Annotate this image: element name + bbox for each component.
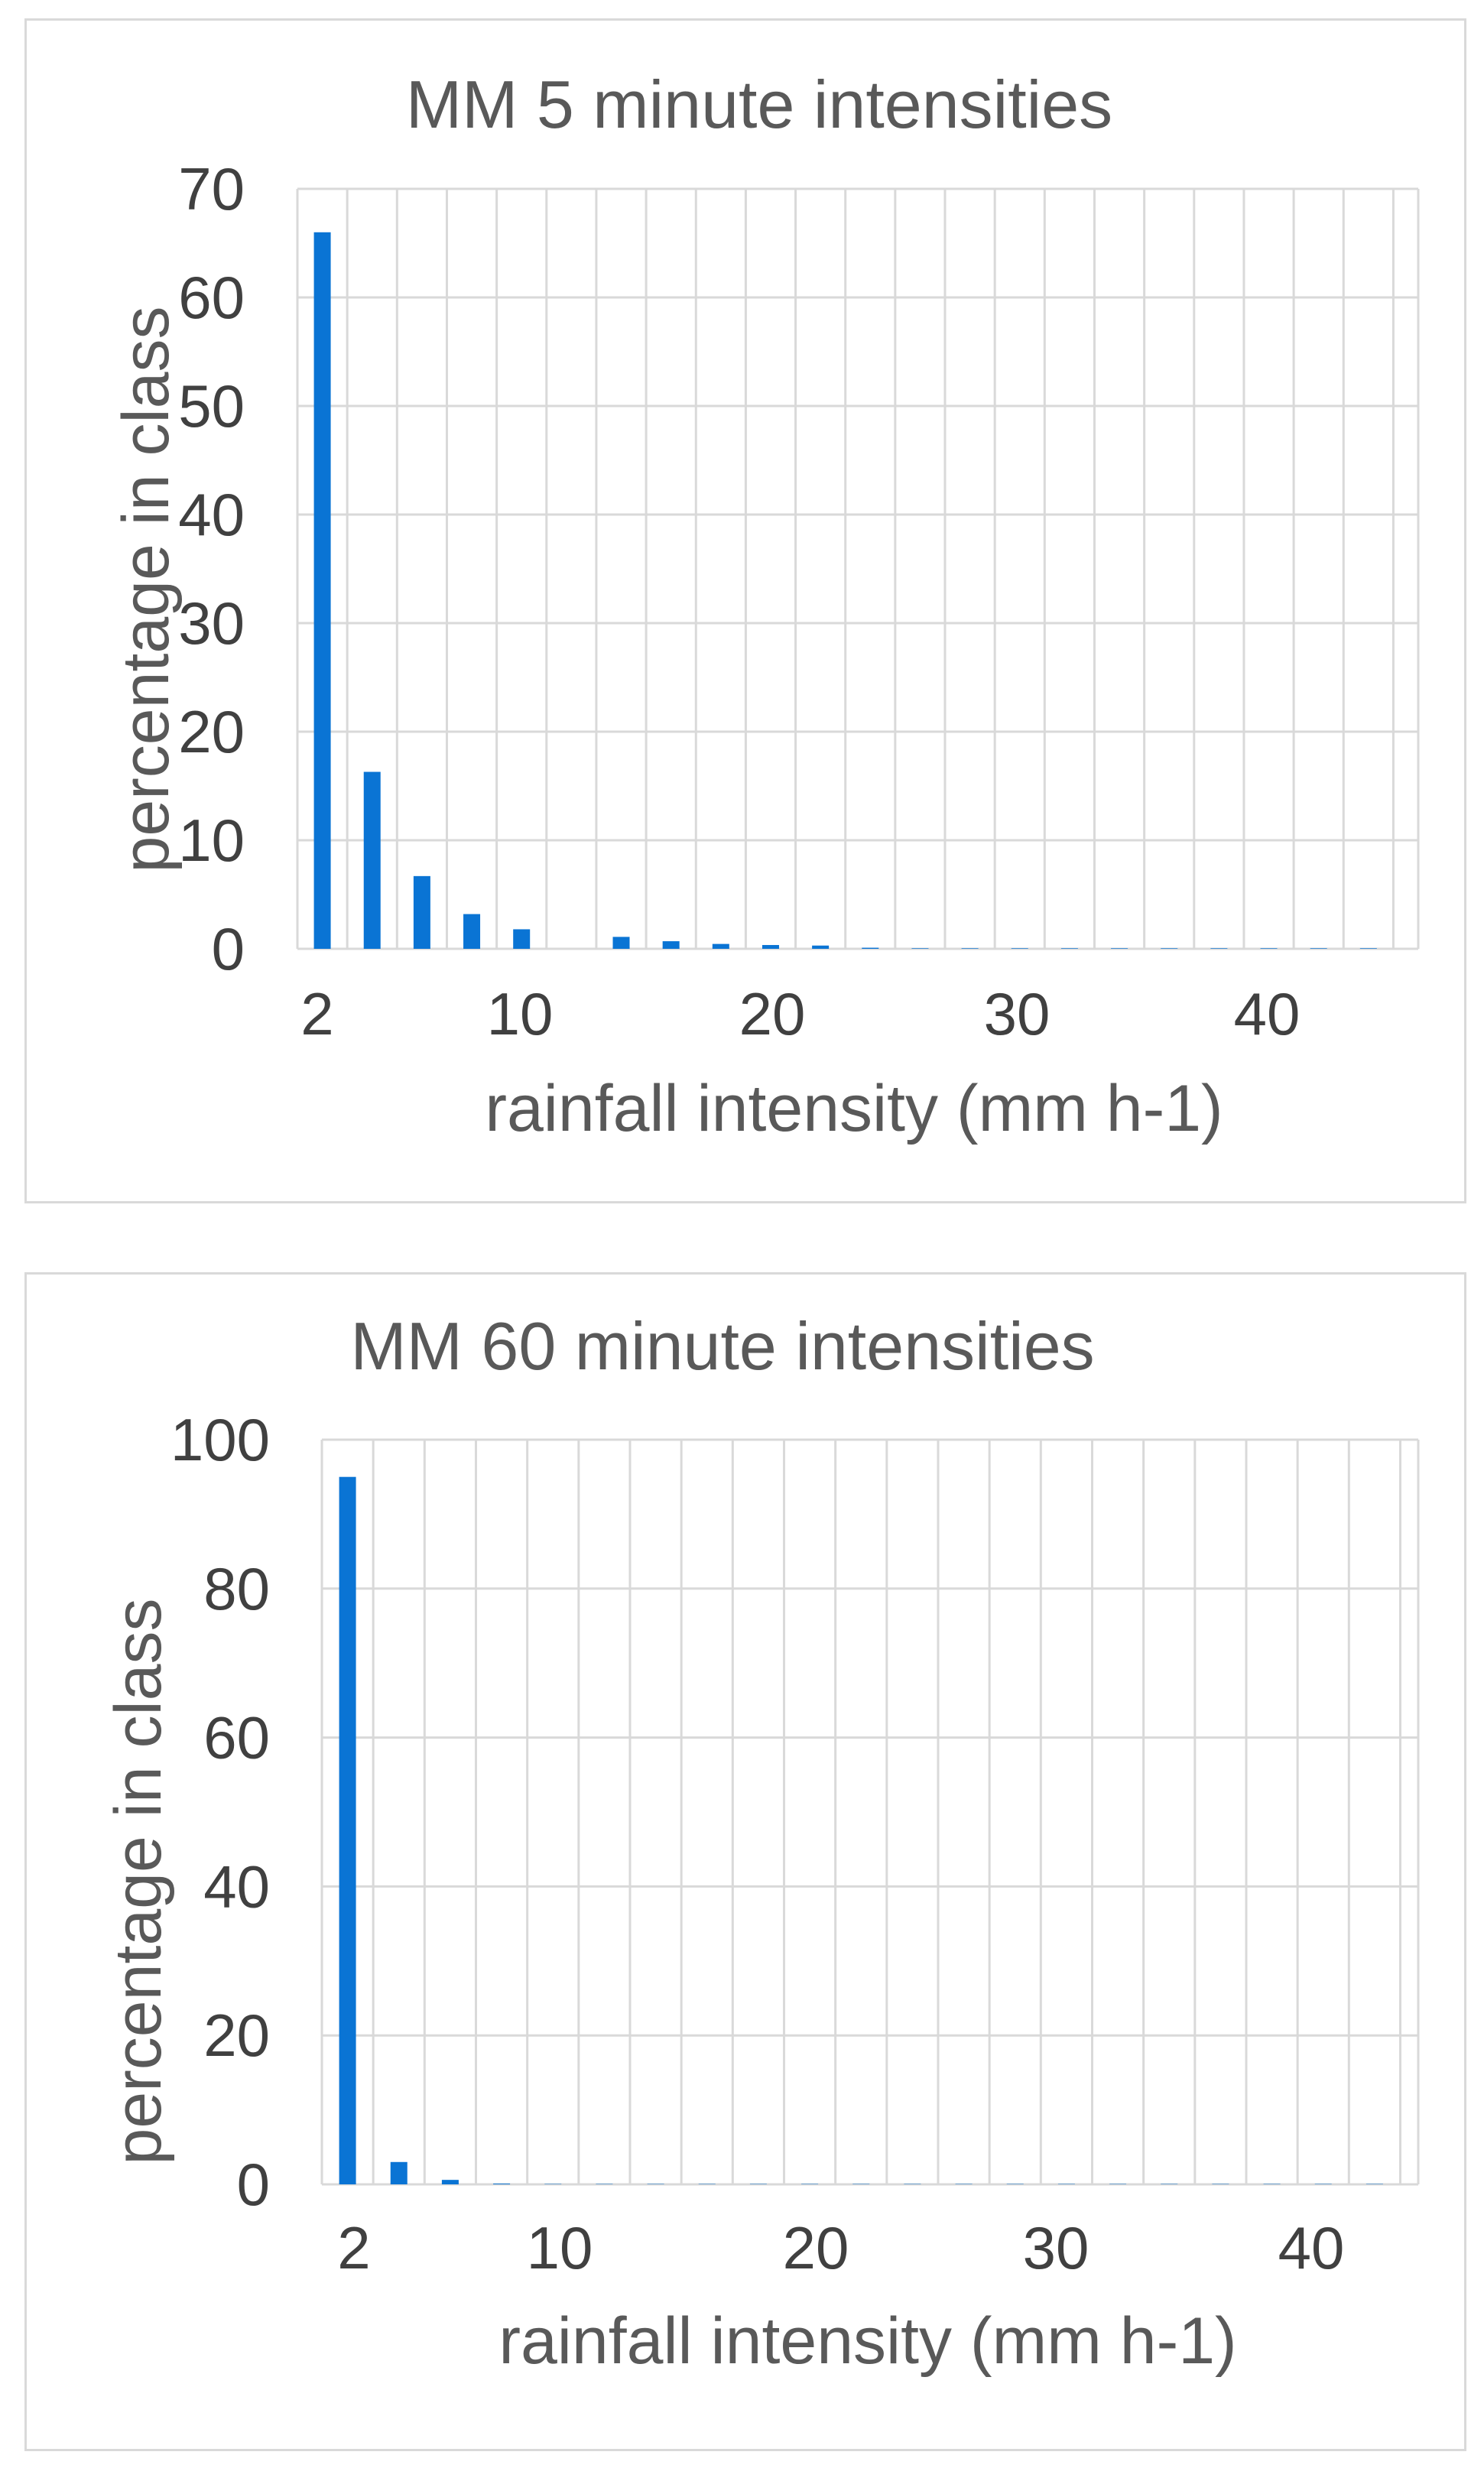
plot-grid [320,1438,1420,2186]
bar [1260,948,1278,949]
bar [1060,948,1078,949]
y-axis-label: percentage in class [102,1599,175,2165]
bar [1111,948,1128,949]
plot-grid [296,187,1420,950]
y-tick-label: 40 [203,1853,270,1920]
y-tick-label: 70 [178,155,245,222]
bar [761,945,779,949]
y-axis-label: percentage in class [109,307,183,873]
x-tick-label: 40 [1278,2214,1345,2281]
bar-series [313,232,1377,949]
bar [339,1476,356,2184]
bar [812,945,830,949]
bar [712,943,729,949]
y-tick-label: 100 [170,1406,270,1473]
y-tick-label: 0 [212,915,245,982]
y-tick-label: 60 [178,264,245,331]
bar [390,2161,408,2184]
y-tick-label: 20 [203,2002,270,2069]
x-tick-label: 30 [984,980,1050,1047]
x-tick-labels: 2 10 20 30 40 [300,980,1300,1047]
chart-60-minute: 0 20 40 60 80 100 2 10 20 30 40 MM 60 minute inte… [102,1308,1420,2378]
chart-title: MM 5 minute intensities [406,67,1112,142]
y-tick-label: 30 [178,589,245,657]
y-tick-labels: 0 10 20 30 40 50 60 70 [178,155,245,982]
y-tick-label: 40 [178,481,245,548]
y-tick-label: 10 [178,807,245,874]
bar [612,937,630,949]
bar [513,929,531,949]
bar [1310,948,1327,949]
bar [1011,948,1028,949]
x-axis-label: rainfall intensity (mm h-1) [485,1072,1223,1145]
x-tick-label: 10 [527,2214,593,2281]
bar-series [339,1476,1383,2184]
y-tick-label: 80 [203,1555,270,1622]
bar [862,947,879,949]
bar [662,941,680,949]
bar [413,875,430,949]
bar [1210,948,1228,949]
chart-panel-5-minute: 0 10 20 30 40 50 60 70 2 10 20 30 40 MM 5 minute in… [24,18,1466,1203]
x-axis-label: rainfall intensity (mm h-1) [498,2304,1236,2378]
x-tick-label: 10 [487,980,554,1047]
chart-5-minute: 0 10 20 30 40 50 60 70 2 10 20 30 40 MM 5 minute in… [109,67,1420,1145]
bar [463,914,481,949]
x-tick-label: 2 [337,2214,370,2281]
bar [313,232,331,949]
y-tick-label: 60 [203,1704,270,1771]
bar [1359,948,1377,949]
x-tick-labels: 2 10 20 30 40 [337,2214,1344,2281]
x-tick-label: 20 [739,980,806,1047]
bar [911,948,929,949]
chart-title: MM 60 minute intensities [350,1308,1094,1384]
y-tick-label: 50 [178,372,245,440]
x-tick-label: 40 [1234,980,1301,1047]
bar [961,948,979,949]
x-tick-label: 20 [783,2214,849,2281]
bar [441,2180,459,2184]
chart-panel-60-minute: 0 20 40 60 80 100 2 10 20 30 40 MM 60 minute inte… [24,1272,1466,2451]
y-tick-label: 0 [237,2151,270,2218]
x-tick-label: 30 [1023,2214,1089,2281]
y-tick-labels: 0 20 40 60 80 100 [170,1406,270,2218]
bar [1161,948,1178,949]
bar [363,771,381,949]
x-tick-label: 2 [300,980,333,1047]
y-tick-label: 20 [178,698,245,765]
